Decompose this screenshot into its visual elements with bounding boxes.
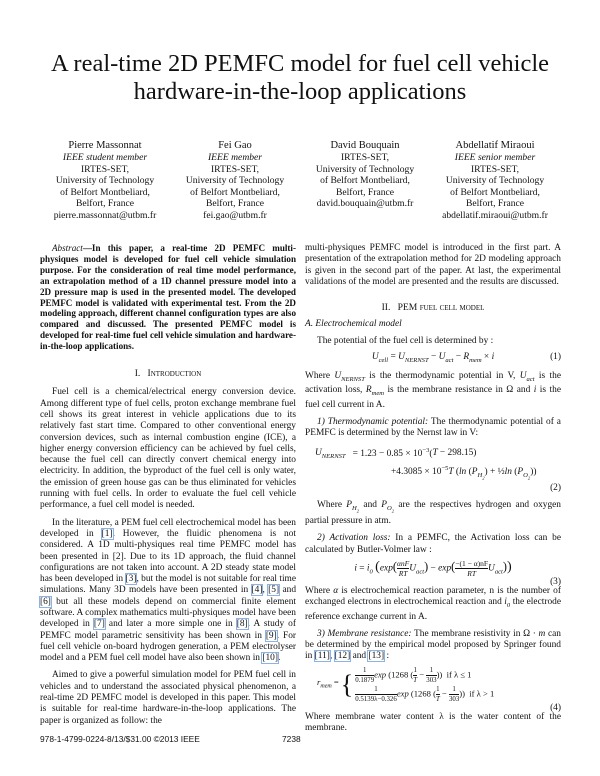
potential-intro: The potential of the fuel cell is determ…	[317, 335, 494, 346]
abstract: Abstract—In this paper, a real-time 2D P…	[40, 243, 296, 352]
equation-2-description: Where PH2 and PO2 are the respectives hy…	[305, 499, 561, 527]
equation-1-description: Where UNERNST is the thermodynamic poten…	[305, 371, 561, 410]
footer-isbn: 978-1-4799-0224-8/13/$31.00 ©2013 IEEE	[40, 734, 200, 744]
intro-paragraph-3: Aimed to give a powerful simulation mode…	[40, 670, 296, 726]
right-column: multi-physiques PEMFC model is introduce…	[305, 243, 561, 734]
equation-4: rmem = { 1 0.1879 exp (1268 (1 T − 1 303)) i…	[317, 666, 561, 713]
author-block: Fei Gao IEEE member IRTES-SET, University o…	[170, 140, 300, 222]
author-affiliation: University of Technology	[185, 175, 285, 187]
page-number: 7238	[282, 734, 301, 744]
author-role: IEEE member	[207, 152, 263, 163]
subsection-electrochemical-model: A. Electrochemical model	[305, 319, 402, 330]
author-affiliation: Belfort, France	[335, 186, 395, 198]
paper-title: A real-time 2D PEMFC model for fuel cell…	[50, 50, 550, 105]
citation-link[interactable]: [5]	[267, 584, 281, 597]
author-affiliation: University of Technology	[445, 175, 545, 187]
equation-3-description: Where α is electrochemical reaction para…	[305, 586, 561, 622]
author-affiliation: of Belfort Montbeliard,	[450, 186, 540, 198]
author-name: David Bouquain	[330, 140, 400, 151]
author-name: Abdellatif Miraoui	[455, 140, 535, 151]
author-email[interactable]: fei.gao@utbm.fr	[203, 209, 267, 221]
equation-4-description: Where membrane water content λ is the wa…	[305, 711, 561, 734]
author-list: Pierre Massonnat IEEE student member IRTES…	[40, 140, 560, 222]
intro-paragraph-2: In the literature, a PEM fuel cell elect…	[39, 517, 297, 665]
author-affiliation: IRTES-SET,	[340, 152, 389, 163]
author-affiliation: of Belfort Montbeliard,	[60, 186, 150, 198]
organization-paragraph: multi-physiques PEMFC model is introduce…	[305, 243, 561, 287]
thermodynamic-potential-paragraph: 1) Thermodynamic potential: The thermody…	[305, 416, 561, 439]
author-affiliation: Belfort, France	[75, 198, 135, 210]
author-affiliation: IRTES-SET,	[210, 163, 259, 175]
intro-paragraph-1: Fuel cell is a chemical/electrical energ…	[40, 387, 296, 511]
citation-link[interactable]: [8]	[235, 618, 249, 631]
author-affiliation: University of Technology	[315, 163, 415, 175]
citation-link[interactable]: [3]	[124, 573, 138, 586]
activation-loss-paragraph: 2) Activation loss: In a PEMFC, the Acti…	[305, 533, 561, 555]
membrane-resistance-paragraph: 3) Membrane resistance: The membrane res…	[305, 628, 561, 663]
citation-link[interactable]: [6]	[39, 595, 52, 608]
author-role: IEEE student member	[62, 152, 148, 163]
author-affiliation: Belfort, France	[205, 198, 265, 210]
equation-2: UNERNST = 1.23 − 0.85 × 10−3(T − 298.15)…	[315, 446, 561, 494]
citation-11[interactable]: [11]	[313, 650, 331, 663]
citation-link[interactable]: [9]	[264, 629, 278, 642]
citation-link[interactable]: [1]	[100, 527, 114, 540]
author-affiliation: Belfort, France	[465, 198, 525, 210]
equation-3: i = i0 (exp(αnF RT Uact) − exp(−(1 − α)nF R…	[354, 558, 561, 588]
left-column: Abstract—In this paper, a real-time 2D P…	[39, 243, 297, 727]
author-affiliation: IRTES-SET,	[80, 163, 129, 175]
citation-12[interactable]: [12]	[333, 650, 352, 663]
author-block: David Bouquain IRTES-SET, University of Te…	[300, 140, 430, 222]
citation-link[interactable]: [7]	[92, 618, 106, 631]
author-name: Pierre Massonnat	[68, 140, 142, 151]
author-email[interactable]: abdellatif.miraoui@utbm.fr	[442, 209, 548, 221]
author-affiliation: of Belfort Montbeliard,	[320, 175, 410, 187]
citation-link[interactable]: [4]	[250, 584, 264, 597]
author-role: IEEE senior member	[454, 152, 536, 163]
author-affiliation: IRTES-SET,	[470, 163, 519, 175]
author-block: Pierre Massonnat IEEE student member IRTES…	[40, 140, 170, 222]
section-heading-introduction: I. Introduction	[134, 368, 202, 380]
author-email[interactable]: david.bouquain@utbm.fr	[316, 198, 414, 210]
equation-1: Ucell = UNERNST − Uact − Rmem × i (1)	[371, 352, 561, 364]
author-affiliation: of Belfort Montbeliard,	[190, 186, 280, 198]
citation-13[interactable]: [13]	[367, 650, 386, 663]
author-affiliation: University of Technology	[55, 175, 155, 187]
author-block: Abdellatif Miraoui IEEE senior member IRTE…	[430, 140, 560, 222]
author-name: Fei Gao	[218, 140, 252, 151]
author-email[interactable]: pierre.massonnat@utbm.fr	[53, 209, 157, 221]
section-heading-pem-model: II. PEM fuel cell model	[381, 302, 485, 314]
citation-link[interactable]: [10]	[261, 652, 279, 665]
